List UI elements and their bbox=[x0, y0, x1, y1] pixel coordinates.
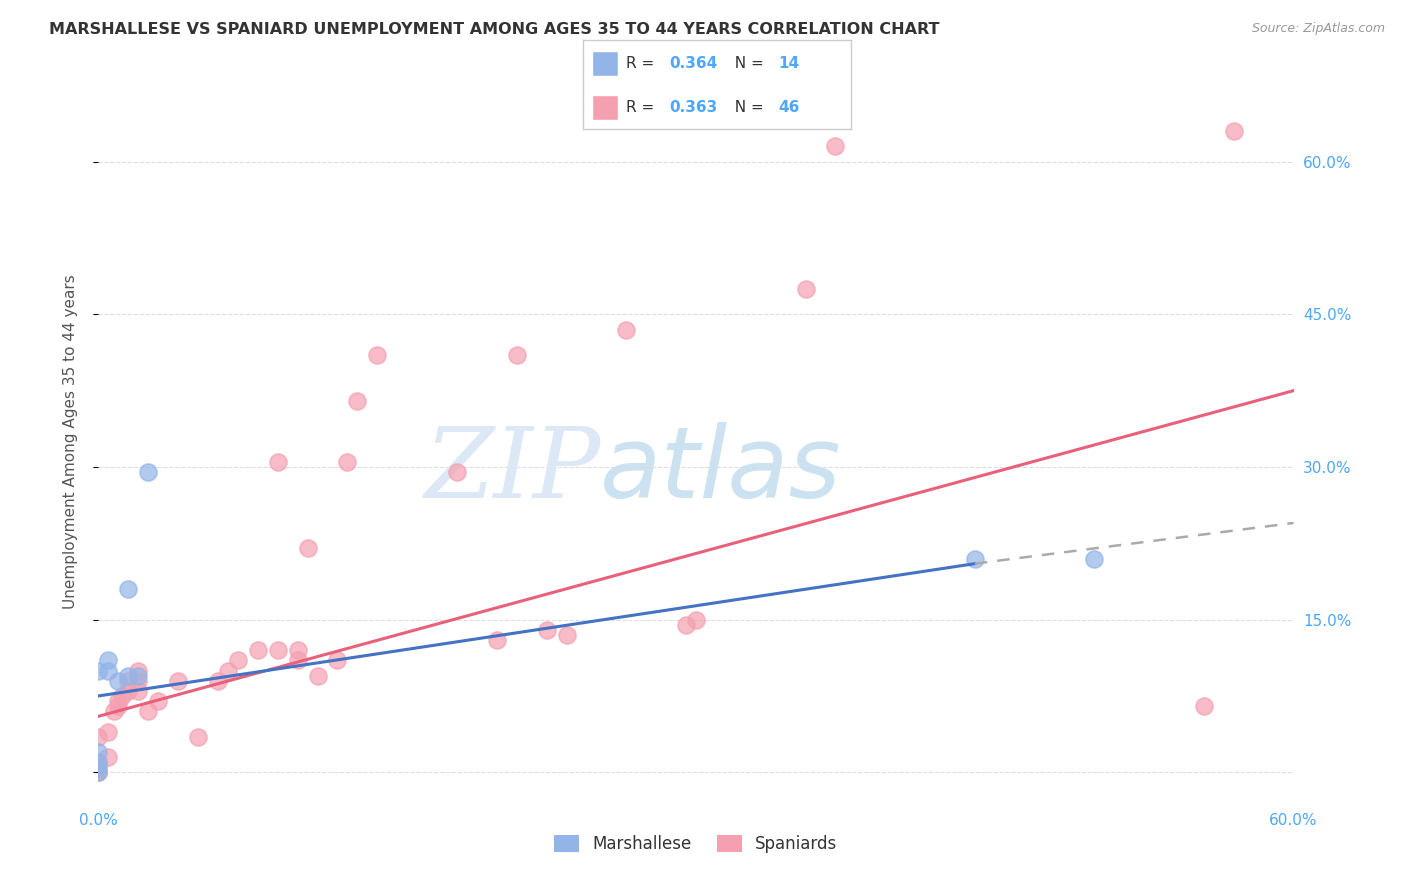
Point bbox=[117, 668, 139, 682]
Point bbox=[97, 653, 120, 667]
FancyBboxPatch shape bbox=[592, 95, 619, 120]
Point bbox=[217, 664, 239, 678]
Point bbox=[127, 684, 149, 698]
Point bbox=[287, 653, 309, 667]
Text: N =: N = bbox=[725, 56, 769, 70]
Point bbox=[87, 765, 110, 780]
Point bbox=[87, 664, 110, 678]
Point bbox=[87, 760, 110, 774]
Point bbox=[87, 765, 110, 780]
Point bbox=[506, 348, 529, 362]
Text: MARSHALLESE VS SPANIARD UNEMPLOYMENT AMONG AGES 35 TO 44 YEARS CORRELATION CHART: MARSHALLESE VS SPANIARD UNEMPLOYMENT AMO… bbox=[49, 22, 939, 37]
Point bbox=[794, 282, 817, 296]
Point bbox=[97, 750, 120, 764]
Point bbox=[87, 745, 110, 759]
Point bbox=[326, 653, 349, 667]
Point bbox=[87, 755, 110, 769]
Y-axis label: Unemployment Among Ages 35 to 44 years: Unemployment Among Ages 35 to 44 years bbox=[63, 274, 77, 609]
FancyBboxPatch shape bbox=[592, 51, 619, 76]
Point bbox=[87, 755, 110, 769]
Point bbox=[555, 628, 578, 642]
Legend: Marshallese, Spaniards: Marshallese, Spaniards bbox=[548, 828, 844, 860]
Point bbox=[117, 684, 139, 698]
Point bbox=[346, 393, 368, 408]
Point bbox=[136, 465, 159, 479]
Point bbox=[297, 541, 319, 556]
Point bbox=[675, 617, 697, 632]
Point bbox=[97, 664, 120, 678]
Point bbox=[107, 699, 129, 714]
Point bbox=[87, 730, 110, 744]
Point bbox=[536, 623, 558, 637]
Point bbox=[103, 704, 125, 718]
Point bbox=[1192, 699, 1215, 714]
Point bbox=[366, 348, 388, 362]
Text: atlas: atlas bbox=[600, 422, 842, 519]
Point bbox=[117, 582, 139, 596]
Point bbox=[167, 673, 190, 688]
Text: R =: R = bbox=[626, 101, 659, 115]
Point bbox=[226, 653, 249, 667]
Point bbox=[127, 668, 149, 682]
Text: 46: 46 bbox=[779, 101, 800, 115]
Text: N =: N = bbox=[725, 101, 769, 115]
Point bbox=[287, 643, 309, 657]
Text: ZIP: ZIP bbox=[425, 423, 600, 518]
Point bbox=[127, 673, 149, 688]
Point bbox=[267, 455, 290, 469]
Point bbox=[336, 455, 359, 469]
Point bbox=[87, 765, 110, 780]
Point bbox=[1223, 124, 1246, 138]
Point bbox=[307, 668, 329, 682]
Point bbox=[446, 465, 468, 479]
Point bbox=[107, 694, 129, 708]
Text: 0.363: 0.363 bbox=[669, 101, 717, 115]
Point bbox=[148, 694, 170, 708]
Point bbox=[267, 643, 290, 657]
Point bbox=[485, 632, 508, 647]
Point bbox=[107, 673, 129, 688]
Point bbox=[963, 551, 986, 566]
Text: R =: R = bbox=[626, 56, 659, 70]
Point bbox=[87, 760, 110, 774]
Point bbox=[117, 673, 139, 688]
Text: 0.364: 0.364 bbox=[669, 56, 717, 70]
Point bbox=[127, 664, 149, 678]
Point bbox=[97, 724, 120, 739]
Point bbox=[136, 704, 159, 718]
Point bbox=[1083, 551, 1105, 566]
Text: 14: 14 bbox=[779, 56, 800, 70]
Point bbox=[685, 613, 707, 627]
Point bbox=[111, 689, 134, 703]
Point bbox=[824, 139, 846, 153]
Point bbox=[207, 673, 229, 688]
Point bbox=[187, 730, 209, 744]
Text: Source: ZipAtlas.com: Source: ZipAtlas.com bbox=[1251, 22, 1385, 36]
Point bbox=[614, 323, 637, 337]
Point bbox=[246, 643, 269, 657]
